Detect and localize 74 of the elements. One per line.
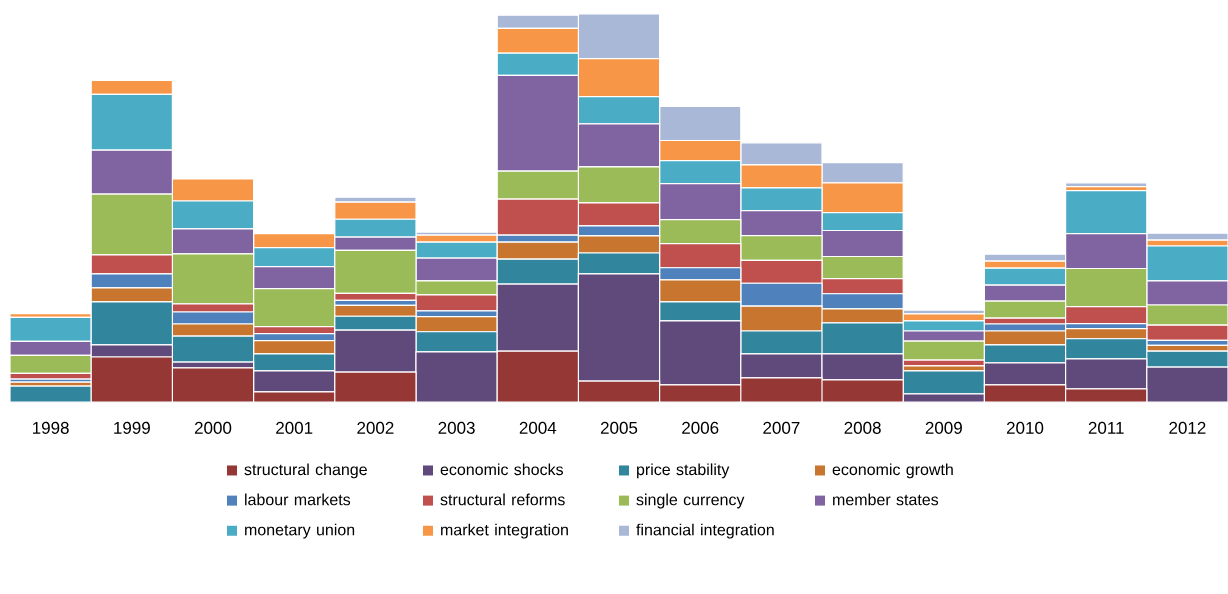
bar xyxy=(821,322,904,355)
x-tick-label: 1998 xyxy=(32,421,69,434)
bar xyxy=(821,162,904,184)
x-tick-label: 2002 xyxy=(357,421,394,434)
x-tick-label: 2007 xyxy=(763,421,800,434)
bar xyxy=(740,142,823,166)
bar xyxy=(740,164,823,189)
x-tick-label: 2009 xyxy=(925,421,962,434)
x-tick-label: 2012 xyxy=(1169,421,1206,434)
x-tick-label: 2005 xyxy=(600,421,638,434)
legend-label: monetary union xyxy=(245,523,355,539)
bar xyxy=(253,265,336,290)
bar xyxy=(659,279,742,303)
bar xyxy=(577,58,661,98)
x-tick-label: 2004 xyxy=(519,421,557,434)
bar xyxy=(171,228,255,255)
bar xyxy=(821,293,904,310)
legend-label: structural reforms xyxy=(440,493,565,506)
bar xyxy=(90,79,173,95)
bar xyxy=(334,315,417,331)
bar xyxy=(90,193,173,256)
bar xyxy=(10,354,92,374)
bar xyxy=(821,212,904,232)
legend-label: structural change xyxy=(244,463,367,479)
bar xyxy=(821,229,904,258)
bar xyxy=(90,149,173,195)
bar xyxy=(1146,280,1228,306)
bar xyxy=(983,267,1067,286)
x-tick-label: 2008 xyxy=(844,421,881,434)
x-tick-label: 2001 xyxy=(276,421,313,434)
bar xyxy=(740,187,823,212)
bar xyxy=(1146,324,1228,341)
legend-label: member states xyxy=(833,493,939,506)
bar xyxy=(415,331,498,353)
x-tick-label: 2011 xyxy=(1088,421,1124,434)
bar xyxy=(740,305,823,332)
bar xyxy=(171,200,255,230)
x-tick-label: 1999 xyxy=(114,421,150,434)
legend-label: market integration xyxy=(441,523,568,539)
bar xyxy=(821,255,904,280)
bar xyxy=(659,105,742,142)
x-tick-label: 2010 xyxy=(1006,421,1044,434)
bar xyxy=(577,96,661,125)
x-tick-label: 2003 xyxy=(438,421,475,434)
bar xyxy=(334,304,417,317)
bar xyxy=(90,93,173,151)
bar xyxy=(415,257,498,282)
bar xyxy=(740,282,823,307)
bar xyxy=(10,340,92,357)
bar xyxy=(1146,304,1228,326)
bar xyxy=(1065,233,1148,270)
bar xyxy=(659,139,742,162)
bar xyxy=(659,267,742,281)
bar xyxy=(253,246,336,268)
bar xyxy=(334,201,417,220)
bar xyxy=(253,340,336,355)
bar xyxy=(415,241,498,259)
bar xyxy=(821,278,904,295)
bar xyxy=(821,182,904,214)
bar xyxy=(1065,189,1148,235)
bar xyxy=(334,236,417,251)
legend-label: financial integration xyxy=(636,523,774,539)
bar xyxy=(415,316,498,333)
bar xyxy=(902,370,986,395)
legend-label: economic growth xyxy=(832,463,953,479)
legend-label: labour markets xyxy=(245,493,351,506)
legend-label: economic shocks xyxy=(440,463,563,476)
bar xyxy=(253,233,336,249)
bar xyxy=(740,330,823,355)
bar xyxy=(496,27,580,54)
x-tick-label: 2006 xyxy=(682,421,719,434)
x-tick-label: 2000 xyxy=(194,421,232,434)
legend-label: single currency xyxy=(636,493,745,509)
legend-label: price stability xyxy=(637,463,730,479)
